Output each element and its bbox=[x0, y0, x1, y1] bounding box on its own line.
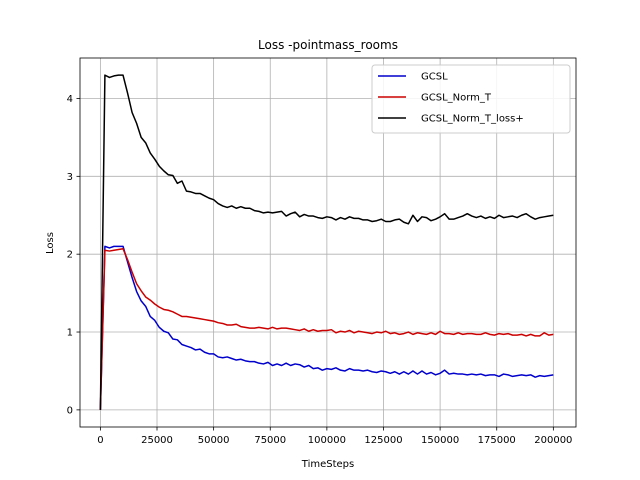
legend-label: GCSL_Norm_T bbox=[421, 93, 492, 104]
x-tick-label: 125000 bbox=[364, 435, 402, 446]
x-axis: 0 25000 50000 75000 100000 125000 150000 175000… bbox=[97, 427, 572, 446]
chart-title: Loss -pointmass_rooms bbox=[258, 38, 398, 52]
series-line-0 bbox=[99, 245, 554, 410]
legend-box bbox=[371, 64, 571, 134]
y-tick-label: 1 bbox=[67, 328, 73, 339]
x-tick-label: 100000 bbox=[308, 435, 346, 446]
x-tick-label: 200000 bbox=[534, 435, 572, 446]
series-line-1 bbox=[99, 247, 554, 410]
y-axis: 0 1 2 3 4 bbox=[67, 94, 80, 416]
x-tick-label: 50000 bbox=[198, 435, 230, 446]
x-tick-label: 25000 bbox=[141, 435, 173, 446]
series-group bbox=[99, 74, 554, 410]
x-tick-label: 150000 bbox=[421, 435, 459, 446]
legend-label: GCSL_Norm_T_loss+ bbox=[421, 114, 524, 125]
y-tick-label: 2 bbox=[67, 250, 73, 261]
plot-frame bbox=[79, 57, 577, 428]
legend: GCSL GCSL_Norm_T GCSL_Norm_T_loss+ bbox=[371, 64, 571, 134]
x-tick-label: 175000 bbox=[478, 435, 516, 446]
x-axis-label: TimeSteps bbox=[301, 459, 354, 470]
y-axis-label: Loss bbox=[45, 232, 56, 254]
y-tick-label: 3 bbox=[67, 172, 73, 183]
series-line-2 bbox=[99, 74, 554, 410]
legend-label: GCSL bbox=[421, 72, 448, 83]
y-tick-label: 4 bbox=[67, 94, 73, 105]
y-tick-label: 0 bbox=[67, 405, 73, 416]
x-tick-label: 75000 bbox=[254, 435, 286, 446]
x-tick-label: 0 bbox=[97, 435, 103, 446]
